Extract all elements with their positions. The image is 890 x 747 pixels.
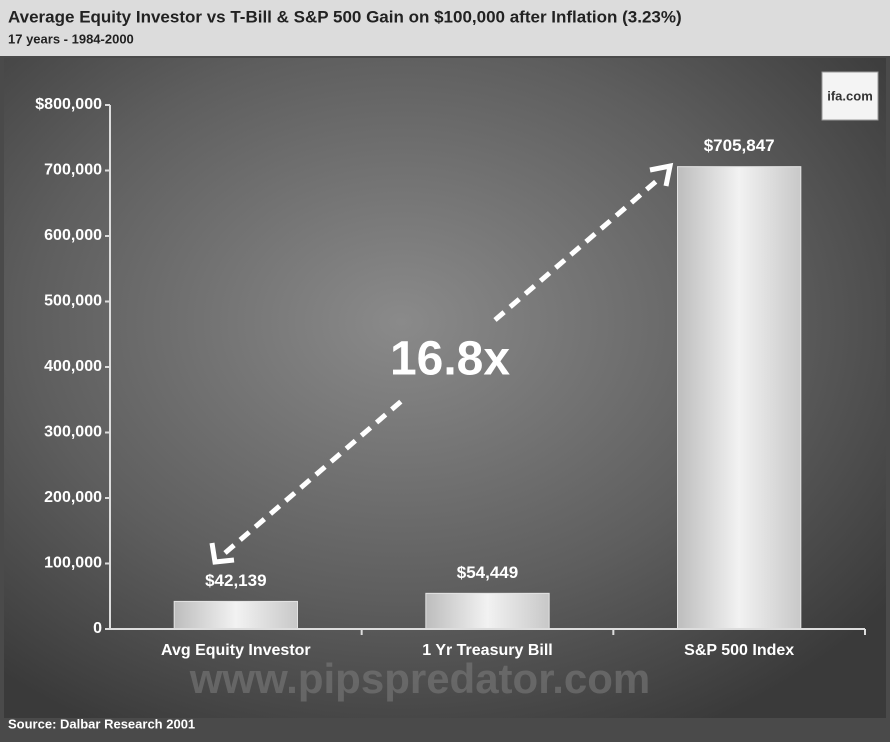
y-tick-label: 100,000 — [44, 555, 102, 572]
y-tick-label: 0 — [93, 620, 102, 637]
y-tick-label: 600,000 — [44, 227, 102, 244]
arrow-head — [209, 542, 235, 565]
y-tick-label: 400,000 — [44, 358, 102, 375]
source: Source: Dalbar Research 2001 — [8, 716, 195, 731]
x-tick-label: 1 Yr Treasury Bill — [422, 642, 552, 659]
y-tick-label: 300,000 — [44, 424, 102, 441]
arrow-line — [493, 176, 662, 322]
annotation: 16.8x — [390, 333, 510, 386]
y-tick-label: 700,000 — [44, 162, 102, 179]
y-tick-label: 500,000 — [44, 293, 102, 310]
bar — [677, 166, 802, 630]
y-tick-label: $800,000 — [35, 96, 102, 113]
value-label: $705,847 — [704, 136, 775, 155]
chart-title: Average Equity Investor vs T-Bill & S&P … — [8, 7, 682, 26]
value-label: $42,139 — [205, 571, 266, 590]
watermark: www.pipspredator.com — [189, 655, 651, 702]
logo: ifa.com — [827, 88, 873, 103]
arrow-head — [649, 162, 674, 187]
bar — [425, 592, 550, 630]
value-label: $54,449 — [457, 563, 518, 582]
chart-subtitle: 17 years - 1984-2000 — [8, 31, 134, 46]
y-tick-label: 200,000 — [44, 489, 102, 506]
header — [0, 0, 890, 56]
arrow — [223, 176, 662, 555]
x-tick-label: Avg Equity Investor — [161, 642, 311, 659]
logo-box — [821, 71, 879, 121]
bar — [173, 600, 298, 630]
x-tick-label: S&P 500 Index — [684, 642, 794, 659]
